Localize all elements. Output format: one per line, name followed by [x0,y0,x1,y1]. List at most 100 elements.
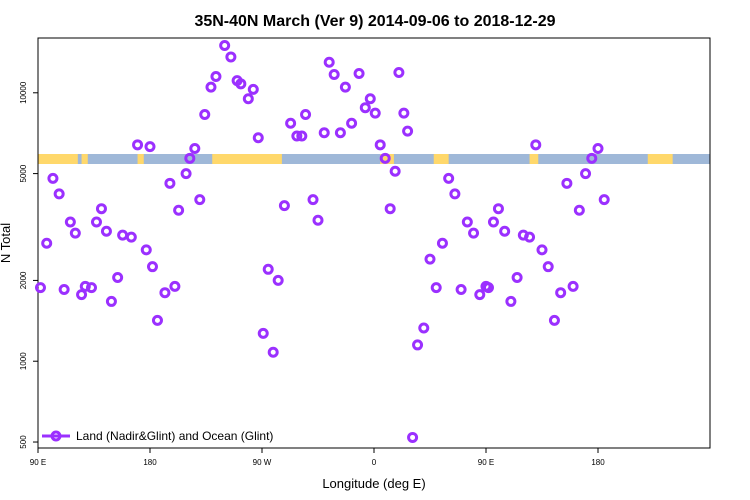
data-point [536,244,548,256]
data-point [296,130,308,142]
data-point [511,272,523,284]
y-tick-label: 2000 [19,271,28,289]
x-axis-label: Longitude (deg E) [322,476,425,491]
land-segment [529,154,539,164]
data-point [567,280,579,292]
data-point [100,225,112,237]
legend: Land (Nadir&Glint) and Ocean (Glint) [42,429,273,443]
data-point [132,139,144,151]
data-point [210,70,222,82]
data-point [461,216,473,228]
data-point [164,177,176,189]
data-point [474,289,486,301]
x-tick-label: 0 [372,458,377,467]
data-point [235,78,247,90]
data-point [53,188,65,200]
data-point [151,314,163,326]
data-point [530,139,542,151]
data-point [586,152,598,164]
data-point [398,107,410,119]
legend-label: Land (Nadir&Glint) and Ocean (Glint) [76,429,273,443]
data-point [334,127,346,139]
data-point [247,83,259,95]
data-point [384,203,396,215]
data-point [194,194,206,206]
land-segment [433,154,449,164]
x-tick-label: 180 [143,458,157,467]
data-point [407,431,419,443]
data-point [468,227,480,239]
data-point [312,214,324,226]
data-point [499,225,511,237]
data-point [86,282,98,294]
data-point [64,216,76,228]
y-axis: 500 1000 2000 5000 10000 [19,81,38,449]
surface-type-band [38,154,710,164]
data-point [184,152,196,164]
data-point [34,282,46,294]
x-tick-label: 90 E [478,458,494,467]
data-point [505,295,517,307]
data-point [58,284,70,296]
data-point [257,327,269,339]
ocean-band [38,154,710,164]
data-point [555,287,567,299]
x-tick-label: 90 W [253,458,272,467]
chart-title: 35N-40N March (Ver 9) 2014-09-06 to 2018… [194,13,555,30]
data-point [364,93,376,105]
land-segment [38,154,78,164]
data-point [548,314,560,326]
data-point [47,172,59,184]
data-point [169,280,181,292]
data-point [117,229,129,241]
data-point [146,261,158,273]
data-point [278,200,290,212]
data-point [449,188,461,200]
data-point [402,125,414,137]
land-segment [81,154,88,164]
legend-marker [50,430,62,442]
data-point [76,289,88,301]
data-point [189,143,201,155]
data-point [492,203,504,215]
data-point [369,107,381,119]
data-point [219,40,231,52]
data-point [252,132,264,144]
land-segment [212,154,282,164]
y-tick-label: 10000 [19,81,28,104]
data-point [561,177,573,189]
data-point [180,168,192,180]
x-axis: 90 E 180 90 W 0 90 E 180 [30,448,605,467]
data-point [205,81,217,93]
y-tick-label: 1000 [19,352,28,370]
data-point [374,139,386,151]
data-point [487,216,499,228]
data-point [443,172,455,184]
data-point [291,130,303,142]
data-point [393,67,405,79]
data-point [307,194,319,206]
data-point [272,274,284,286]
data-point [412,339,424,351]
data-point [346,117,358,129]
land-segment [380,154,394,164]
data-point [173,204,185,216]
y-tick-label: 500 [19,435,28,449]
data-point [573,204,585,216]
data-point [318,127,330,139]
data-point [339,81,351,93]
data-point [389,165,401,177]
y-axis-label: N Total [0,223,13,263]
data-point [424,253,436,265]
data-point [79,280,91,292]
data-point [482,282,494,294]
data-point [199,109,211,121]
data-point [542,261,554,273]
data-point [455,284,467,296]
x-tick-label: 90 E [30,458,46,467]
data-point [112,272,124,284]
data-point [524,231,536,243]
data-point [328,68,340,80]
data-point [242,93,254,105]
data-point [262,263,274,275]
